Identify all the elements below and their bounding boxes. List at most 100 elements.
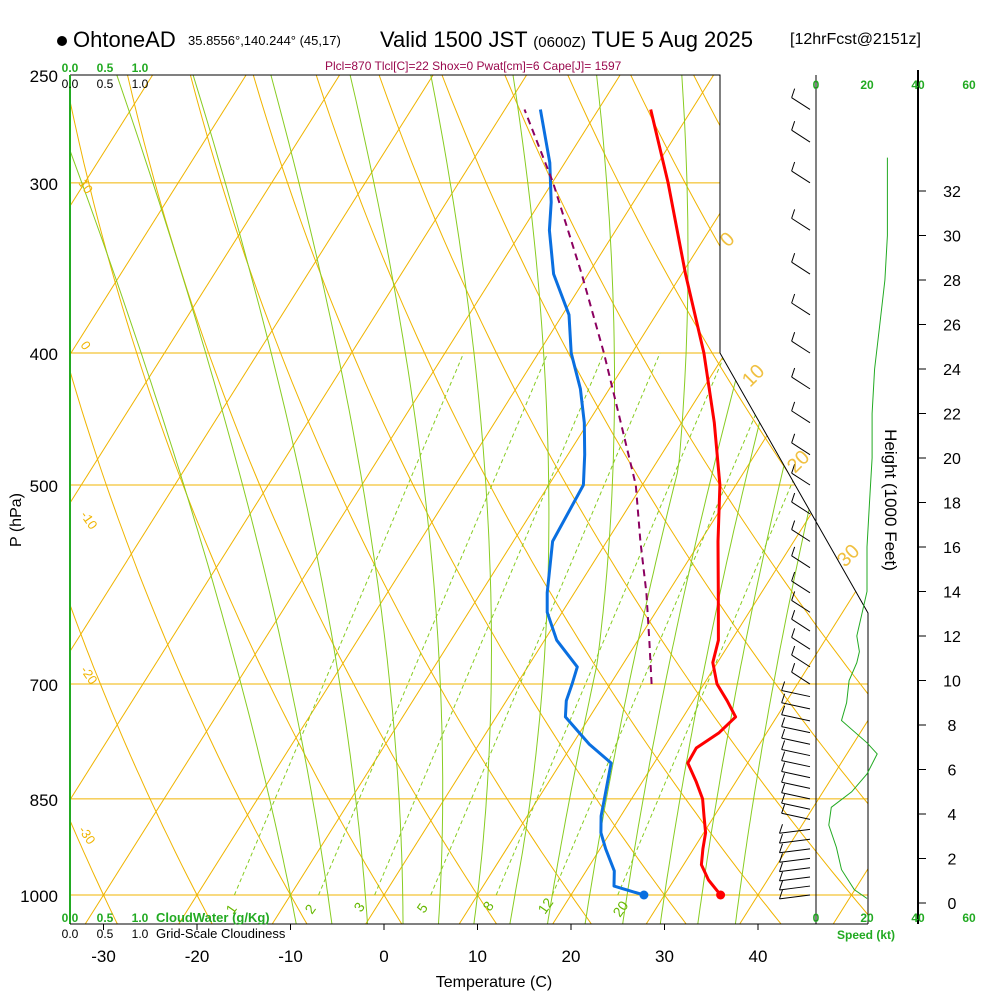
isotherm-line xyxy=(70,75,356,924)
wind-barb xyxy=(791,580,811,594)
wind-barb-flag xyxy=(781,773,786,783)
forecast-label: [12hrFcst@2151z] xyxy=(790,31,921,48)
isotherm-line xyxy=(739,75,868,924)
wind-barb xyxy=(779,838,811,844)
height-tick-label: 10 xyxy=(943,674,961,691)
moist-adiabat xyxy=(508,75,550,924)
wind-barb-flag xyxy=(791,88,796,98)
dry-adiabat xyxy=(245,75,687,924)
temperature-tick-label: 40 xyxy=(749,947,768,966)
mixing-ratio-line xyxy=(318,352,549,896)
wind-barb-flag xyxy=(791,645,796,656)
pressure-tick-label: 250 xyxy=(30,67,58,86)
wind-barb xyxy=(791,217,811,231)
plot-frame xyxy=(69,74,869,925)
dry-adiabat-label: 0 xyxy=(78,338,94,353)
height-tick-label: 0 xyxy=(948,896,957,913)
isotherm-line xyxy=(645,75,868,924)
wind-barb-flag xyxy=(779,853,783,863)
cloudiness-label: Grid-Scale Cloudiness xyxy=(156,926,286,941)
moist-adiabat xyxy=(697,75,868,924)
dry-adiabat-label: -30 xyxy=(76,823,99,847)
height-tick-label: 30 xyxy=(943,229,961,246)
wind-barb xyxy=(781,802,811,810)
wind-barb xyxy=(791,376,811,390)
station-marker-icon xyxy=(57,36,67,46)
temperature-tick-label: -10 xyxy=(278,947,303,966)
height-tick-label: 26 xyxy=(943,318,961,335)
mixing-ratio-line xyxy=(233,352,465,896)
station-coordinates: 35.8556°,140.244° (45,17) xyxy=(188,33,341,48)
moist-adiabat-label: 30 xyxy=(833,540,864,571)
moist-adiabat xyxy=(343,75,444,924)
wind-barbs xyxy=(779,88,811,900)
cloudiness-tick-bottom: 1.0 xyxy=(132,927,149,941)
wind-barb-flag xyxy=(791,546,796,557)
station-name: OhtoneAD xyxy=(73,27,176,52)
isotherm-line xyxy=(552,75,868,924)
wind-barb xyxy=(791,170,811,184)
moist-adiabat xyxy=(659,75,858,924)
wind-barb xyxy=(791,618,811,632)
wind-barb-flag xyxy=(791,293,796,304)
wind-barb-flag xyxy=(779,889,783,900)
speed-tick-bottom: 60 xyxy=(962,911,976,925)
wind-barb-flag xyxy=(791,433,796,443)
wind-barb-flag xyxy=(791,253,796,263)
wind-barb xyxy=(779,876,811,882)
wind-barb-flag xyxy=(781,681,786,691)
pressure-axis-title: P (hPa) xyxy=(8,493,25,547)
dry-adiabat xyxy=(992,51,1000,924)
cloudiness-tick-top: 1.0 xyxy=(132,77,149,91)
moist-adiabat xyxy=(108,75,333,924)
wind-barb xyxy=(791,261,811,275)
wind-barb xyxy=(779,885,811,891)
wind-barb xyxy=(781,812,811,820)
isotherm-line xyxy=(70,75,262,924)
dry-adiabat xyxy=(70,75,118,924)
wind-barb xyxy=(791,671,811,685)
dry-adiabat xyxy=(308,75,782,924)
dry-adiabat xyxy=(121,75,497,924)
temperature-axis-title: Temperature (C) xyxy=(436,974,552,991)
speed-tick-bottom: 0 xyxy=(813,911,820,925)
valid-main: Valid 1500 JST xyxy=(380,27,528,52)
speed-tick-top: 20 xyxy=(860,78,874,92)
wind-barb-flag xyxy=(781,728,786,739)
pressure-tick-label: 700 xyxy=(30,676,58,695)
mixing-ratio-label: 8 xyxy=(479,898,497,914)
dry-adiabat xyxy=(370,75,868,924)
wind-barb-flag xyxy=(791,610,796,620)
temperature-tick-label: -30 xyxy=(91,947,116,966)
isotherm-line xyxy=(458,75,868,924)
cloudiness-tick-top: 0.5 xyxy=(97,77,114,91)
wind-barb xyxy=(779,867,811,873)
wind-barb xyxy=(791,654,811,668)
isotherm-line xyxy=(178,75,730,924)
wind-barb-flag xyxy=(781,705,786,715)
mixing-ratio-label: 2 xyxy=(301,901,319,917)
wind-barb-flag xyxy=(791,591,796,601)
plot-border xyxy=(70,74,869,924)
pressure-tick-label: 1000 xyxy=(20,887,58,906)
wind-barb xyxy=(781,792,811,800)
dry-adiabat xyxy=(805,75,868,924)
height-tick-label: 32 xyxy=(943,184,961,201)
wind-barb-flag xyxy=(779,862,783,872)
valid-time: Valid 1500 JST (0600Z) TUE 5 Aug 2025 xyxy=(380,27,753,53)
wind-barb-flag xyxy=(779,824,783,834)
height-tick-label: 20 xyxy=(943,451,961,468)
dry-adiabat-label: -20 xyxy=(78,663,101,687)
height-tick-label: 18 xyxy=(943,496,961,513)
wind-barb xyxy=(779,848,811,854)
wind-barb-flag xyxy=(791,464,796,474)
cloudiness-tick-bottom: 0.5 xyxy=(97,927,114,941)
dry-adiabat xyxy=(183,75,592,924)
cloudwater-tick-bottom: 1.0 xyxy=(132,911,149,925)
isotherm-line xyxy=(70,75,543,924)
isotherm-line xyxy=(70,75,449,924)
surface-temperature-marker xyxy=(716,890,726,900)
height-tick-label: 14 xyxy=(943,585,961,602)
